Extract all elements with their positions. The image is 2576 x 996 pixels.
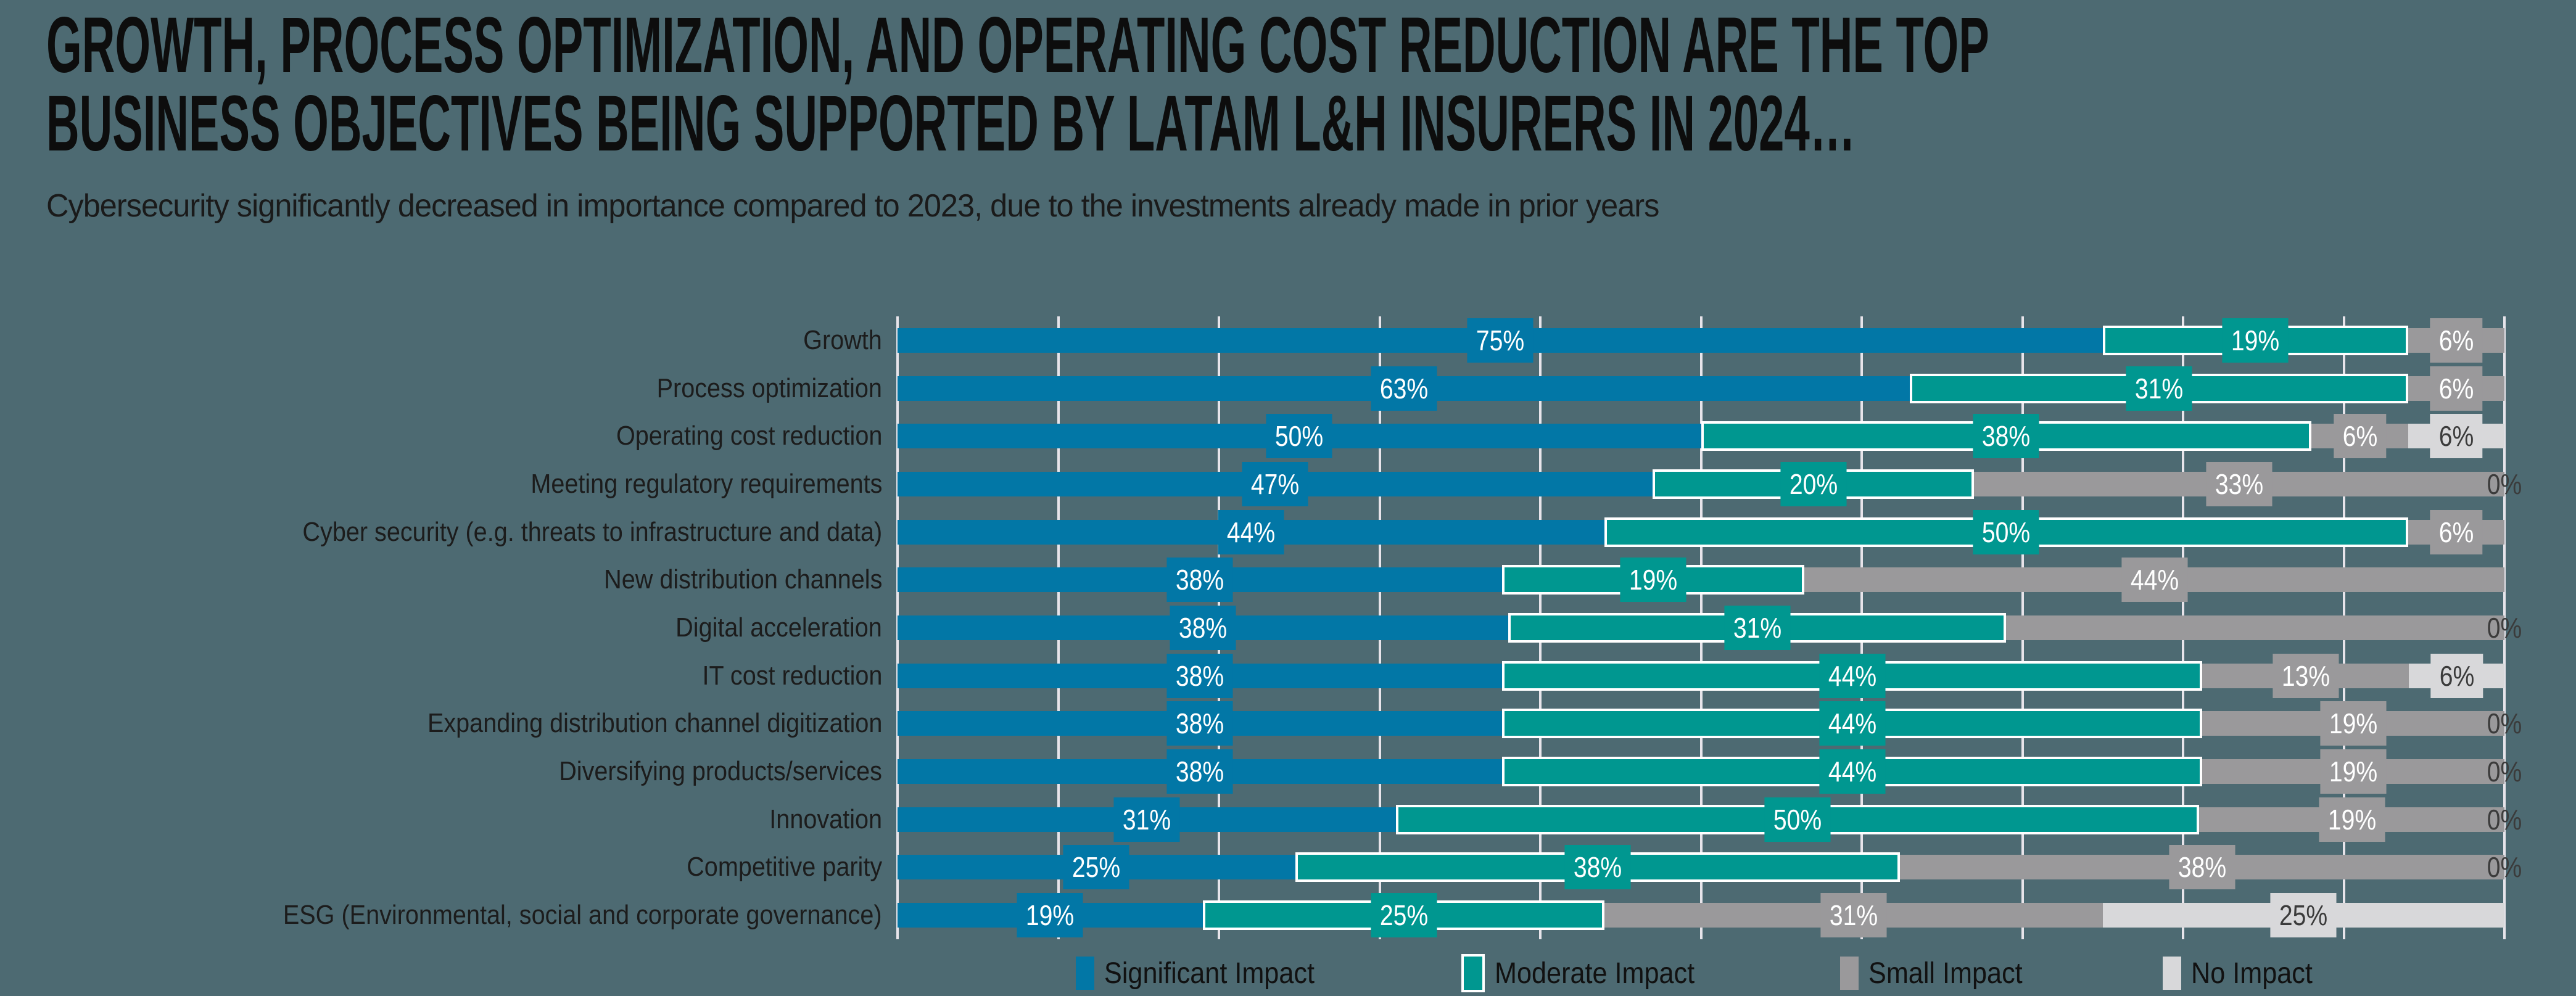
bar-data-label: 31%	[2126, 366, 2192, 411]
bar-data-label: 31%	[1820, 893, 1887, 938]
bar-data-label: 38%	[1166, 701, 1233, 746]
bar-data-label: 31%	[1724, 606, 1791, 650]
category-axis: Growth Process optimization Operating cost…	[0, 316, 882, 939]
legend-swatch-none	[2163, 957, 2182, 990]
legend-swatch-small	[1839, 957, 1859, 990]
legend-item-small: Small Impact	[1839, 957, 2039, 990]
slide-title: GROWTH, PROCESS OPTIMIZATION, AND OPERAT…	[46, 6, 2576, 163]
bar-data-label: 31%	[1113, 797, 1180, 842]
bar-data-label: 19%	[2320, 749, 2387, 794]
bar-data-label: 6%	[2430, 414, 2483, 459]
category-label-text: Competitive parity	[687, 852, 882, 883]
slide-title-line-1: GROWTH, PROCESS OPTIMIZATION, AND OPERAT…	[46, 1, 1989, 89]
legend-swatch-moderate	[1461, 954, 1485, 992]
gridline	[2503, 316, 2506, 939]
category-label: ESG (Environmental, social and corporate…	[0, 891, 882, 939]
bar-data-label: 38%	[1170, 606, 1236, 650]
bar-data-label: 13%	[2273, 653, 2339, 698]
category-label-text: Operating cost reduction	[616, 421, 882, 451]
category-label: Digital acceleration	[0, 604, 882, 652]
legend-swatch-significant	[1075, 957, 1094, 990]
bar-data-label: 25%	[1063, 845, 1129, 890]
legend-label: Small Impact	[1868, 957, 2023, 990]
bar-data-label: 25%	[2270, 893, 2337, 938]
category-label-text: ESG (Environmental, social and corporate…	[283, 900, 882, 931]
bar-data-label: 50%	[1973, 509, 2040, 554]
category-label: New distribution channels	[0, 556, 882, 604]
category-label-text: New distribution channels	[603, 564, 882, 595]
legend-label: No Impact	[2191, 957, 2313, 990]
bar-data-label: 6%	[2430, 366, 2483, 411]
zero-data-label: 0%	[2487, 755, 2522, 788]
bar-data-label: 44%	[1818, 749, 1886, 794]
legend-label: Moderate Impact	[1494, 957, 1695, 990]
bar-data-label: 19%	[2320, 701, 2387, 746]
bar-data-label: 19%	[1620, 558, 1686, 603]
category-label: Meeting regulatory requirements	[0, 460, 882, 508]
bar-data-label: 38%	[1166, 749, 1233, 794]
bar-data-label: 63%	[1370, 366, 1437, 411]
category-label: IT cost reduction	[0, 652, 882, 700]
bar-data-label: 20%	[1780, 461, 1847, 506]
bar-data-label: 47%	[1242, 461, 1308, 506]
category-label-text: Growth	[803, 324, 882, 355]
bar-data-label: 33%	[2206, 461, 2273, 506]
category-label: Cyber security (e.g. threats to infrastr…	[0, 508, 882, 556]
bar-data-label: 6%	[2430, 509, 2483, 554]
bar-data-label: 44%	[1218, 509, 1284, 554]
bar-data-label: 50%	[1764, 797, 1831, 842]
category-label-text: Diversifying products/services	[559, 756, 882, 787]
bar-data-label: 25%	[1370, 893, 1437, 938]
bar-segment-small	[2006, 615, 2504, 640]
zero-data-label: 0%	[2487, 851, 2522, 884]
legend-item-moderate: Moderate Impact	[1461, 954, 1717, 992]
zero-data-label: 0%	[2487, 803, 2522, 836]
category-label: Growth	[0, 316, 882, 364]
zero-data-label: 0%	[2487, 707, 2522, 740]
category-label-text: Innovation	[769, 804, 882, 834]
category-label-text: Expanding distribution channel digitizat…	[427, 708, 882, 739]
zero-data-label: 0%	[2487, 467, 2522, 500]
bar-data-label: 6%	[2430, 653, 2483, 698]
bar-data-label: 38%	[1166, 558, 1233, 603]
category-label: Competitive parity	[0, 844, 882, 892]
category-label-text: Meeting regulatory requirements	[530, 468, 882, 499]
bar-data-label: 38%	[1564, 845, 1631, 890]
legend-item-none: No Impact	[2163, 957, 2326, 990]
bar-data-label: 38%	[2169, 845, 2235, 890]
bar-data-label: 19%	[1017, 893, 1084, 938]
bar-data-label: 19%	[2318, 797, 2385, 842]
category-label: Process optimization	[0, 364, 882, 413]
plot-area: 75% 19% 6% 63% 31% 6% 50% 38% 6% 6% 47% 20% 33% 0% 44%…	[896, 316, 2522, 939]
zero-data-label: 0%	[2487, 612, 2522, 644]
slide-title-line-2: BUSINESS OBJECTIVES BEING SUPPORTED BY L…	[46, 80, 1856, 168]
bar-data-label: 44%	[2121, 558, 2188, 603]
bar-data-label: 19%	[2222, 318, 2289, 363]
category-label: Operating cost reduction	[0, 412, 882, 460]
category-label-text: IT cost reduction	[701, 660, 882, 691]
bar-data-label: 38%	[1973, 414, 2040, 459]
bar-data-label: 50%	[1266, 414, 1332, 459]
legend-label: Significant Impact	[1104, 957, 1315, 990]
category-label-text: Cyber security (e.g. threats to infrastr…	[302, 516, 882, 547]
bar-data-label: 44%	[1818, 701, 1886, 746]
slide-subtitle: Cybersecurity significantly decreased in…	[46, 188, 1659, 224]
category-label-text: Process optimization	[656, 372, 882, 403]
chart-legend: Significant Impact Moderate Impact Small I…	[898, 954, 2504, 992]
bar-data-label: 75%	[1467, 318, 1534, 363]
category-label-text: Digital acceleration	[675, 612, 882, 643]
category-label: Expanding distribution channel digitizat…	[0, 700, 882, 748]
legend-item-significant: Significant Impact	[1075, 957, 1338, 990]
bar-data-label: 6%	[2430, 318, 2483, 363]
bar-data-label: 6%	[2333, 414, 2387, 459]
bar-data-label: 44%	[1818, 653, 1886, 698]
category-label: Diversifying products/services	[0, 747, 882, 796]
bar-data-label: 38%	[1166, 653, 1233, 698]
category-label: Innovation	[0, 796, 882, 844]
